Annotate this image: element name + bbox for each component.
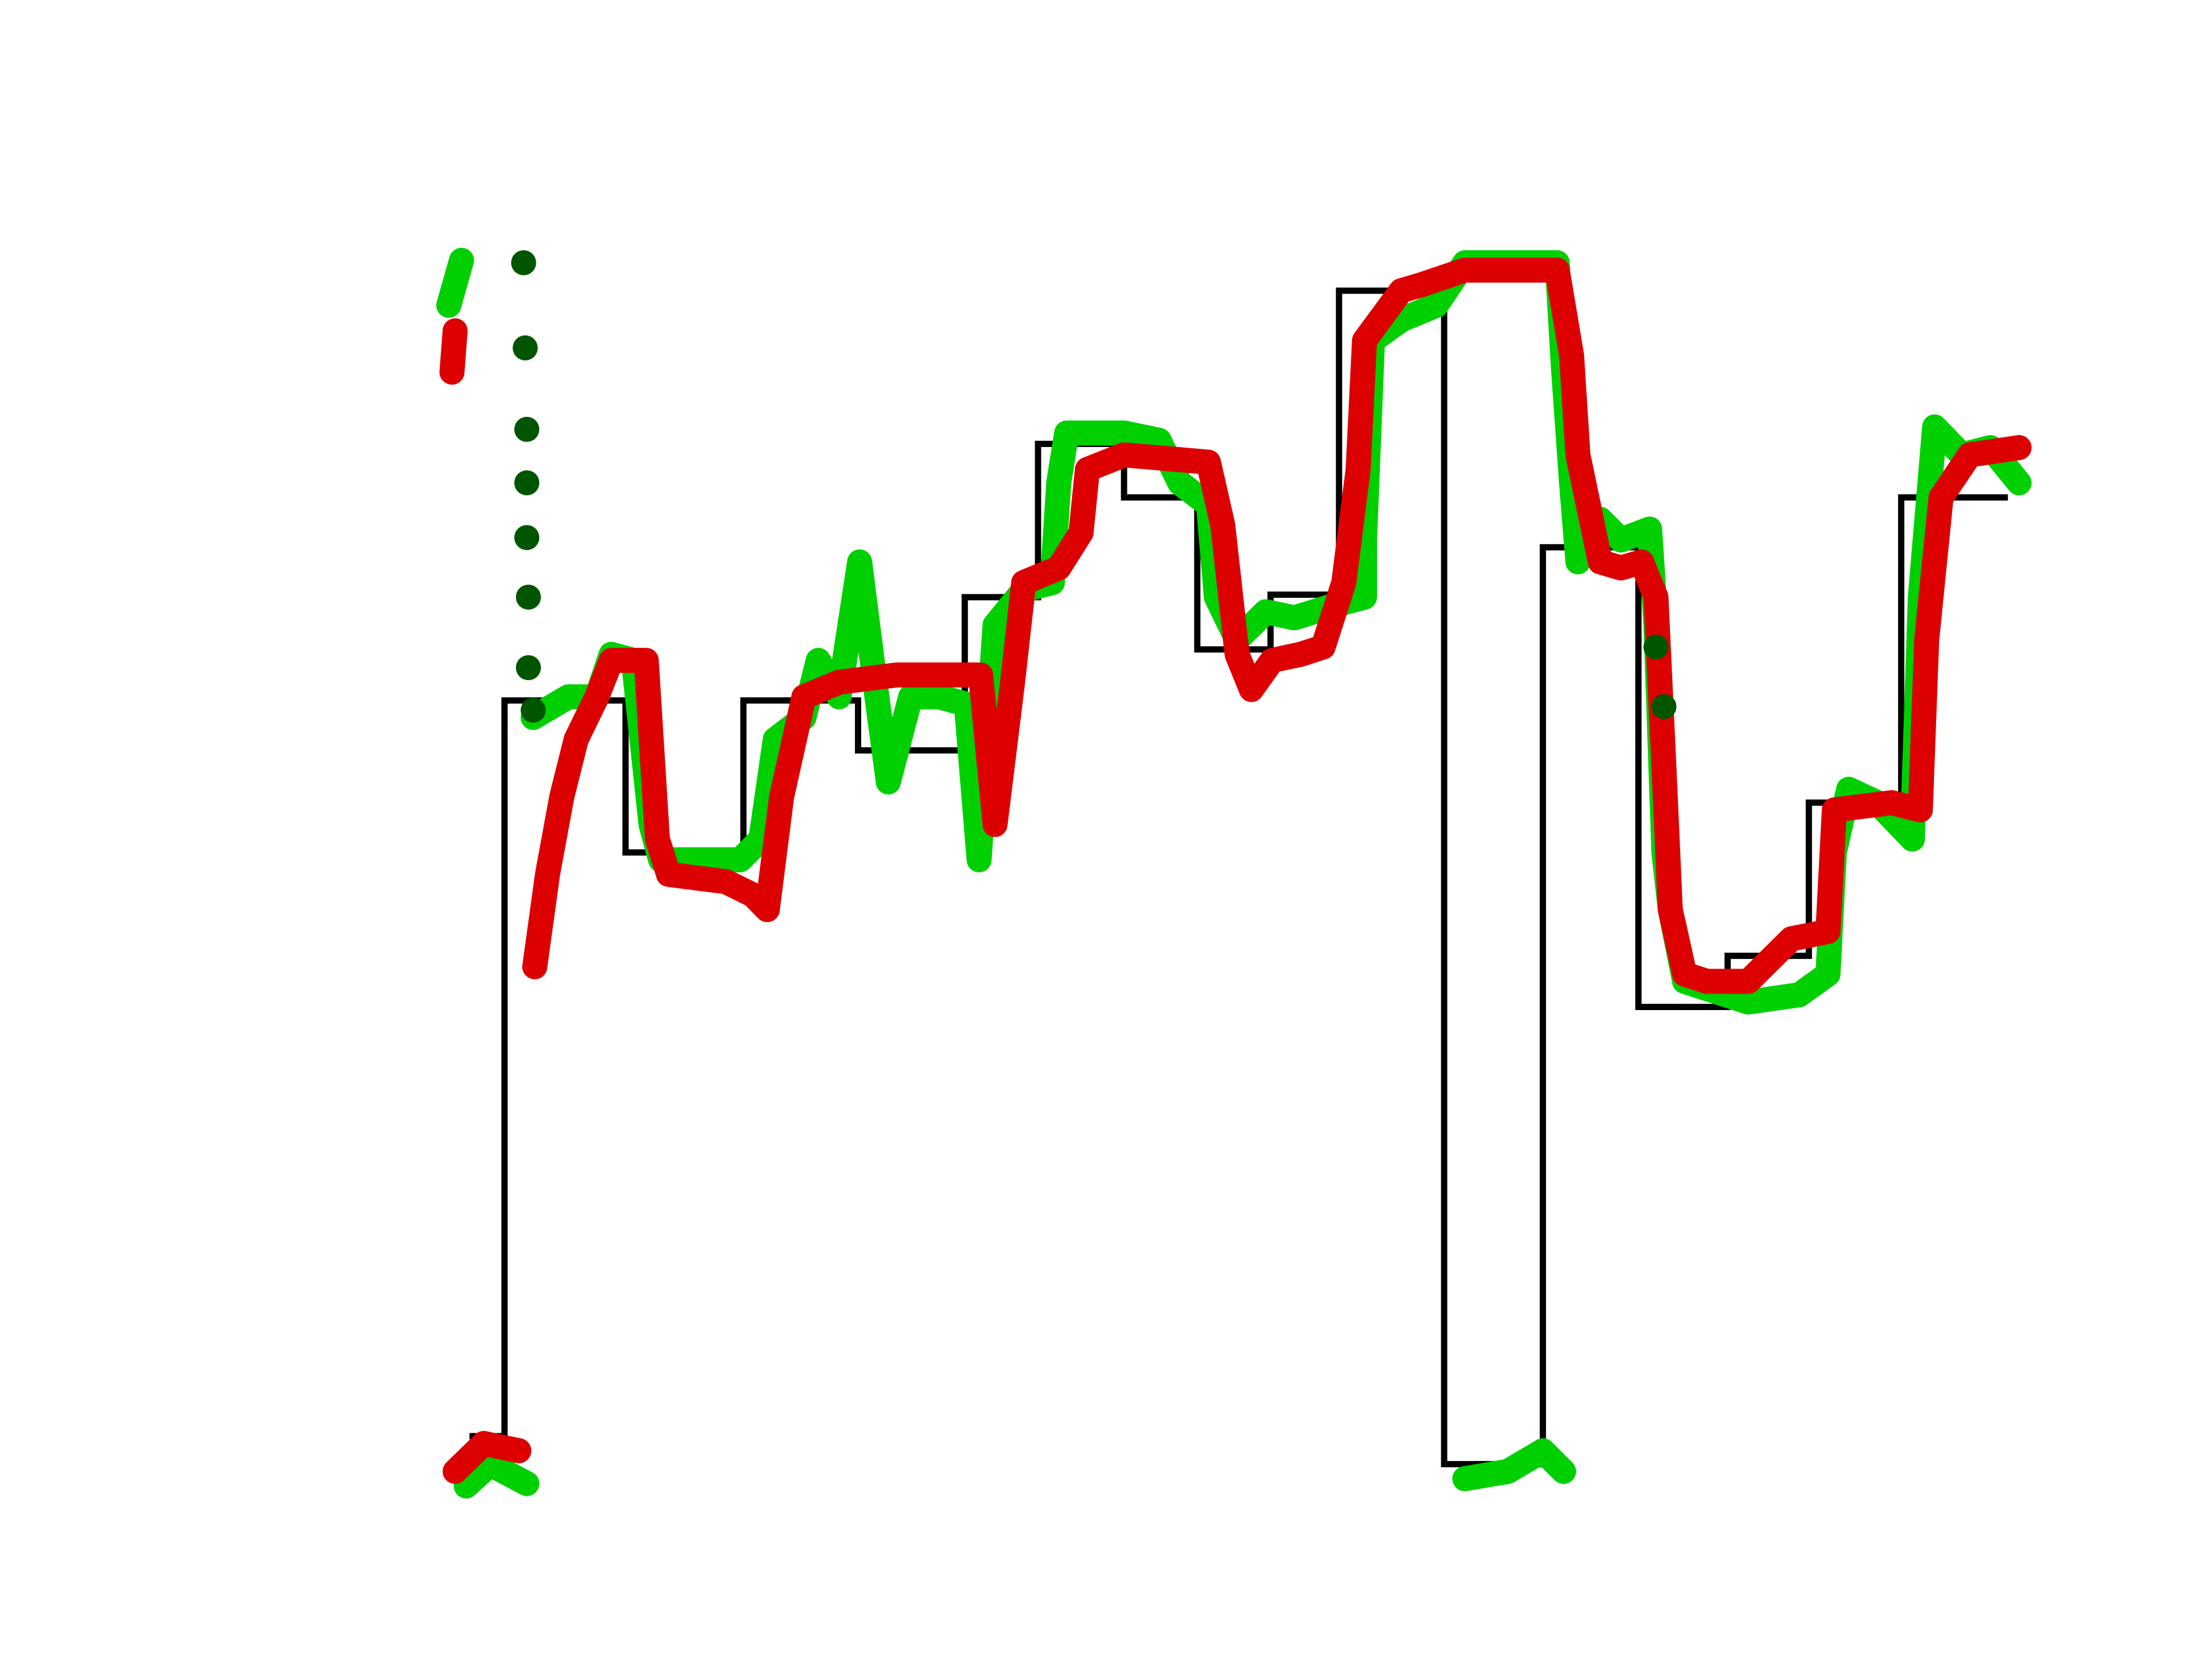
marker (1651, 694, 1677, 719)
marker (514, 416, 540, 442)
marker (514, 470, 540, 495)
marker (520, 697, 546, 723)
marker (511, 250, 536, 275)
marker (514, 525, 540, 551)
marker (516, 584, 541, 610)
trace-line (436, 247, 2032, 1499)
marker (512, 335, 538, 361)
trace-line (439, 257, 2032, 1484)
marker (1643, 634, 1669, 660)
marker (516, 655, 541, 680)
